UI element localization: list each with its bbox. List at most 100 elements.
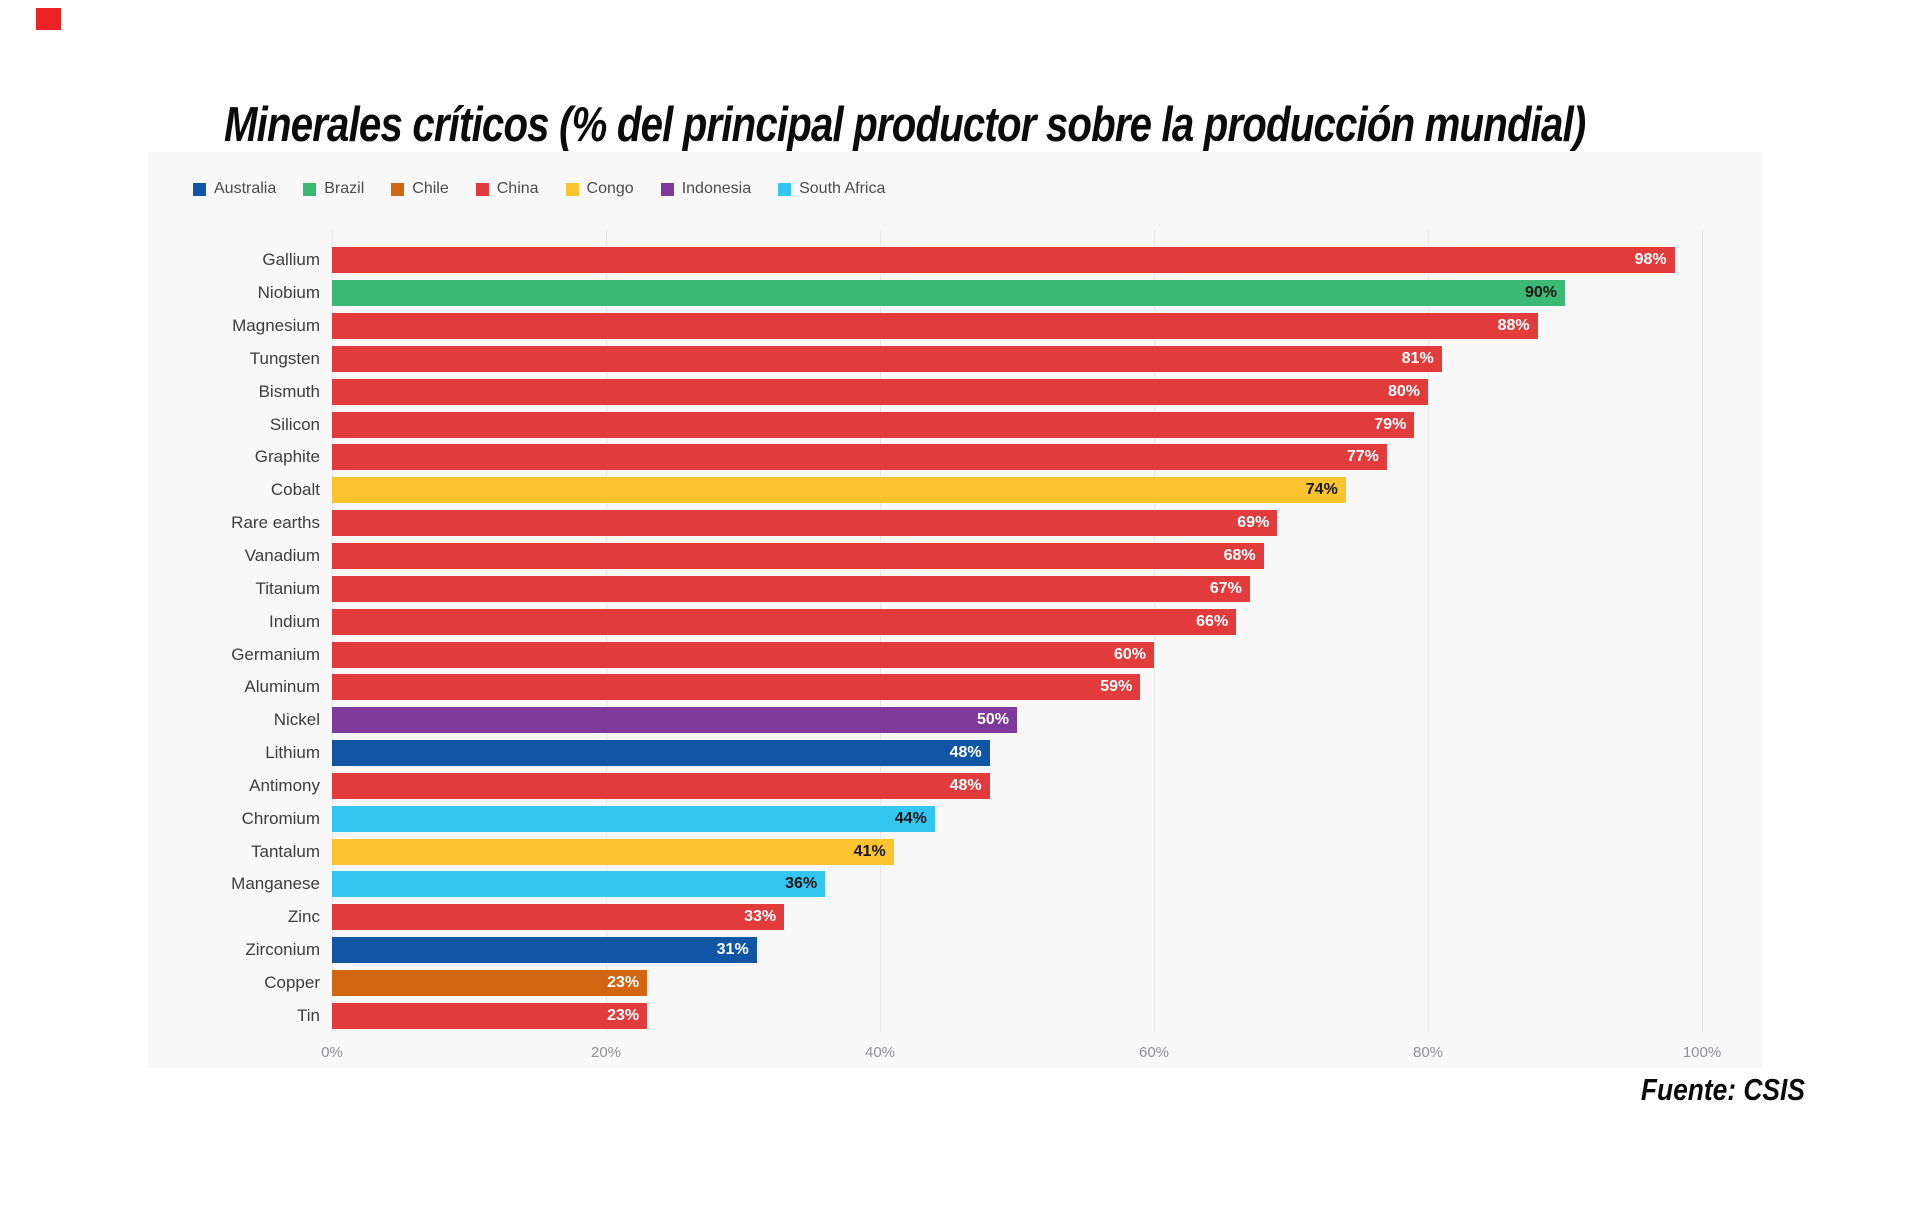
mineral-label: Zirconium — [245, 940, 320, 960]
legend-item: China — [475, 180, 539, 198]
mineral-label: Indium — [268, 611, 320, 631]
bar-row: Niobium 90% — [148, 277, 1762, 310]
bar-row: Gallium 98% — [148, 244, 1762, 277]
bar-value-label: 23% — [607, 973, 640, 991]
legend-swatch — [391, 182, 405, 196]
bar-track: 90% — [332, 280, 1762, 307]
bar: 98% — [332, 247, 1675, 274]
bar-track: 74% — [332, 477, 1762, 504]
gridline — [1428, 230, 1429, 1032]
mineral-label: Silicon — [269, 414, 320, 434]
bar: 60% — [332, 641, 1154, 668]
bar-track: 69% — [332, 510, 1762, 537]
bar: 48% — [332, 772, 990, 799]
bar-track: 81% — [332, 345, 1762, 372]
bar-row: Copper 23% — [148, 967, 1762, 1000]
mineral-label: Gallium — [262, 250, 320, 270]
bar-track: 48% — [332, 740, 1762, 767]
bar-value-label: 48% — [949, 744, 982, 762]
legend-swatch — [660, 182, 674, 196]
bar: 81% — [332, 345, 1442, 372]
bar: 88% — [332, 313, 1538, 340]
x-axis-tick: 80% — [1412, 1044, 1444, 1061]
bar-track: 66% — [332, 608, 1762, 635]
bar: 41% — [332, 838, 894, 865]
legend-swatch — [475, 182, 489, 196]
bar-row: Aluminum 59% — [148, 671, 1762, 704]
bar-row: Silicon 79% — [148, 408, 1762, 441]
legend-item: Chile — [391, 180, 449, 198]
bar: 23% — [332, 969, 648, 996]
bar-row: Magnesium 88% — [148, 310, 1762, 343]
bar-value-label: 23% — [607, 1006, 640, 1024]
bar-row: Germanium 60% — [148, 638, 1762, 671]
bar-value-label: 41% — [853, 842, 886, 860]
mineral-label: Graphite — [254, 447, 320, 467]
bar-value-label: 50% — [976, 711, 1009, 729]
bar-row: Vanadium 68% — [148, 540, 1762, 573]
mineral-label: Zinc — [287, 907, 320, 927]
bar-track: 98% — [332, 247, 1762, 274]
bar-track: 60% — [332, 641, 1762, 668]
bar-value-label: 80% — [1387, 382, 1420, 400]
bar-row: Zinc 33% — [148, 901, 1762, 934]
bar-track: 59% — [332, 674, 1762, 701]
bar-value-label: 88% — [1497, 317, 1530, 335]
bar-row: Indium 66% — [148, 605, 1762, 638]
bar-track: 23% — [332, 1002, 1762, 1029]
bar-track: 33% — [332, 904, 1762, 931]
legend-swatch — [193, 182, 206, 196]
mineral-label: Magnesium — [232, 316, 320, 336]
legend-swatch — [778, 182, 792, 196]
corner-red-square — [36, 8, 61, 30]
bar-value-label: 48% — [949, 776, 982, 794]
bar-track: 67% — [332, 575, 1762, 602]
bar-track: 23% — [332, 969, 1762, 996]
bar: 74% — [332, 477, 1346, 504]
bar: 90% — [332, 280, 1565, 307]
bar-row: Chromium 44% — [148, 802, 1762, 835]
bar: 66% — [332, 608, 1237, 635]
bar-track: 88% — [332, 313, 1762, 340]
bar: 33% — [332, 904, 785, 931]
bar-value-label: 36% — [785, 875, 818, 893]
bar: 48% — [332, 740, 990, 767]
legend-label: Chile — [412, 180, 449, 197]
bar-row: Titanium 67% — [148, 572, 1762, 605]
bar: 36% — [332, 871, 826, 898]
bar-track: 41% — [332, 838, 1762, 865]
bar-value-label: 69% — [1237, 514, 1270, 532]
legend-item: Indonesia — [660, 180, 751, 198]
legend-label: Australia — [214, 180, 277, 197]
mineral-label: Bismuth — [258, 381, 320, 401]
bar-track: 31% — [332, 937, 1762, 964]
mineral-label: Antimony — [249, 775, 320, 795]
legend-swatch — [303, 182, 317, 196]
bar-value-label: 60% — [1113, 645, 1146, 663]
bar: 44% — [332, 805, 935, 832]
bar-value-label: 59% — [1100, 678, 1133, 696]
bar-value-label: 33% — [744, 908, 777, 926]
mineral-label: Niobium — [257, 283, 320, 303]
bar-track: 77% — [332, 444, 1762, 471]
bar-value-label: 74% — [1305, 481, 1338, 499]
x-axis-tick: 100% — [1682, 1044, 1722, 1061]
bar-value-label: 67% — [1209, 579, 1242, 597]
bar-row: Zirconium 31% — [148, 934, 1762, 967]
mineral-label: Titanium — [255, 578, 320, 598]
bar-value-label: 66% — [1196, 612, 1229, 630]
mineral-label: Germanium — [231, 644, 320, 664]
x-axis: 0% 20% 40% 60% 80% 100% — [321, 1044, 1721, 1066]
mineral-label: Rare earths — [231, 513, 320, 533]
legend: Australia Brazil Chile China Congo Indonesia S… — [193, 180, 912, 198]
x-axis-tick: 60% — [1138, 1044, 1170, 1061]
x-axis-tick: 20% — [590, 1044, 622, 1061]
bar-row: Lithium 48% — [148, 737, 1762, 770]
bar-value-label: 98% — [1634, 251, 1667, 269]
bar-row: Nickel 50% — [148, 704, 1762, 737]
x-axis-tick: 40% — [864, 1044, 896, 1061]
bar-track: 44% — [332, 805, 1762, 832]
legend-item: Australia — [193, 180, 276, 198]
legend-label: Congo — [586, 180, 634, 197]
bar-track: 36% — [332, 871, 1762, 898]
